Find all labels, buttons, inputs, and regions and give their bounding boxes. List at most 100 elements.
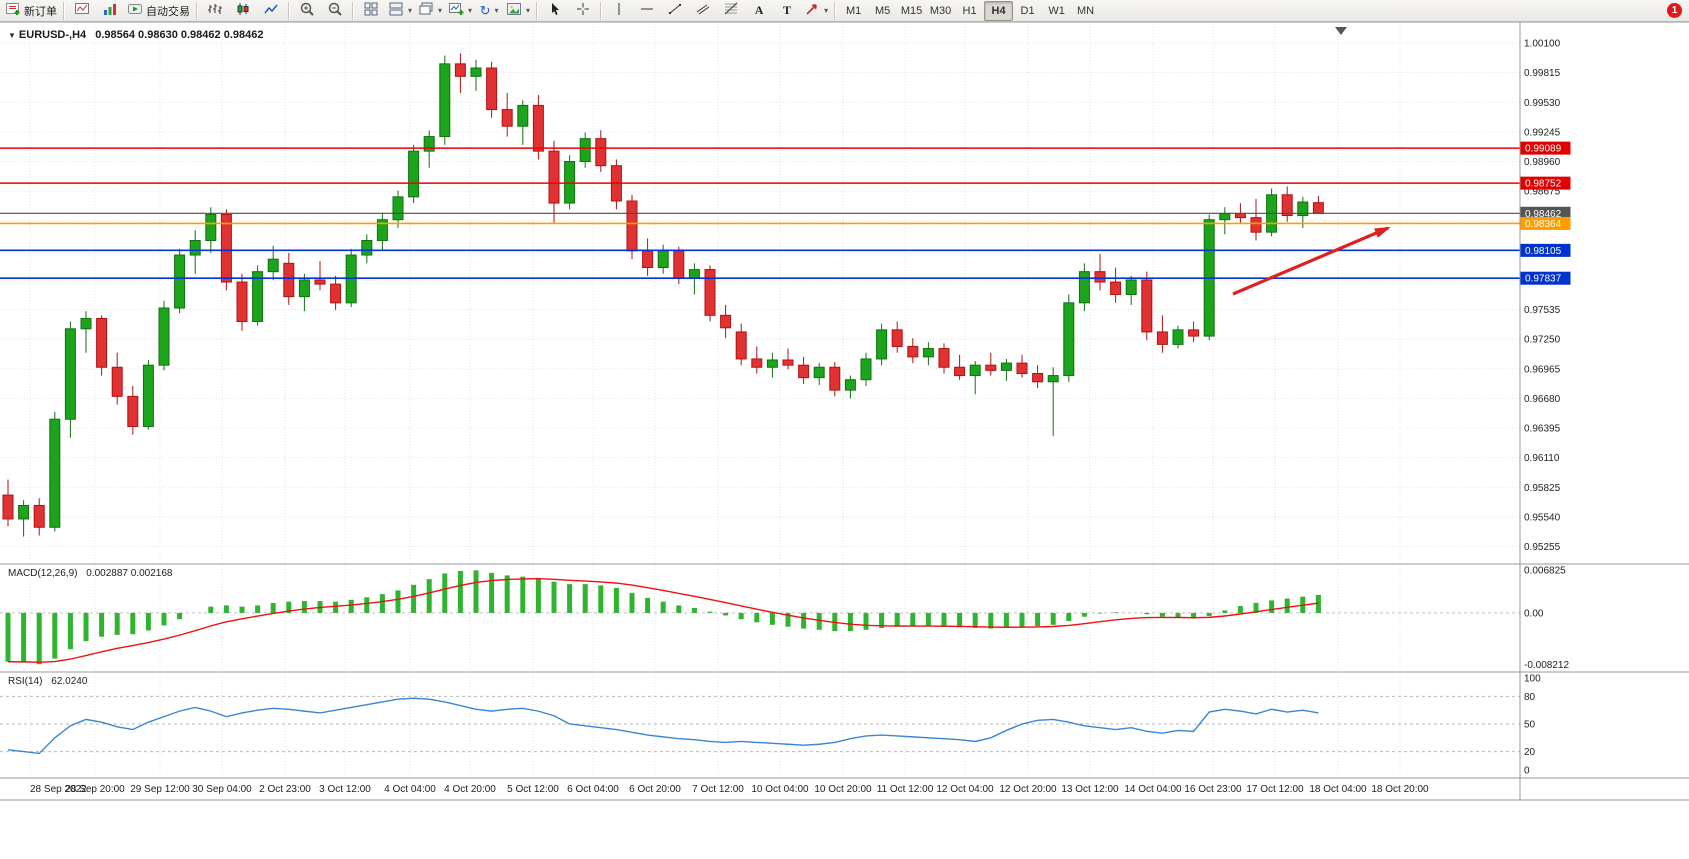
price-axis[interactable] (1520, 22, 1689, 800)
tab-timeframe-D1[interactable]: D1 (1020, 4, 1035, 17)
candle-body (673, 250, 685, 279)
price-axis-label: 0.96110 (1524, 453, 1560, 464)
candle-body (1188, 329, 1200, 337)
notification-badge[interactable]: 1 (1667, 3, 1682, 18)
trendline-button[interactable] (661, 0, 689, 22)
symbol-dropdown-icon: ▼ (8, 31, 16, 40)
candle-body (1110, 281, 1122, 296)
text-tool-icon: A (754, 3, 764, 17)
time-axis-label: 14 Oct 04:00 (1124, 784, 1182, 795)
arrow-tool-button[interactable]: ▾ (801, 0, 831, 22)
candle-body (205, 214, 217, 241)
candle-body (1016, 362, 1028, 374)
tab-timeframe-H4[interactable]: H4 (984, 0, 1014, 21)
horizontal-line-icon (639, 1, 655, 20)
chevron-down-icon: ▾ (526, 6, 531, 15)
crosshair-button[interactable] (569, 0, 597, 22)
price-axis-label: 0.97250 (1524, 335, 1561, 346)
candle-body (408, 150, 420, 198)
price-axis-label: 0.95825 (1524, 483, 1561, 494)
chevron-down-icon: ▾ (468, 6, 473, 15)
macd-label: MACD(12,26,9) (8, 568, 78, 579)
tab-timeframe-H1[interactable]: H1 (962, 4, 977, 17)
tile-horizontal-icon (388, 1, 404, 20)
zoom-in-icon (299, 1, 315, 20)
candle-body (1094, 271, 1106, 283)
tab-timeframe-M1[interactable]: M1 (845, 4, 862, 17)
tab-timeframe-W1[interactable]: W1 (1048, 4, 1065, 17)
channel-icon (695, 1, 711, 20)
candle-body (1063, 302, 1075, 377)
tab-timeframe-MN[interactable]: MN (1077, 4, 1095, 17)
charts-button[interactable] (68, 0, 96, 22)
time-axis-label: 17 Oct 12:00 (1246, 784, 1304, 795)
line-chart-button[interactable] (257, 0, 285, 22)
candle-body (860, 358, 872, 381)
chart-window[interactable]: 28 Sep 202228 Sep 20:00 29 Sep 12:0030 Se… (0, 21, 1689, 859)
profiles-button[interactable] (96, 0, 124, 22)
fibonacci-icon (723, 1, 739, 20)
candle-body (985, 364, 997, 371)
time-axis-label: 11 Oct 12:00 (877, 784, 934, 795)
price-axis-label: 0.98960 (1524, 157, 1561, 168)
time-axis-label: 18 Oct 04:00 (1309, 784, 1367, 795)
price-badge (1520, 206, 1571, 220)
price-badge-label: 0.98752 (1525, 179, 1562, 190)
label-tool-button[interactable]: T (773, 0, 801, 22)
candle-body (486, 67, 498, 111)
tile-windows-button[interactable] (357, 0, 385, 22)
rsi-axis-label: 50 (1524, 720, 1536, 731)
autotrading-button[interactable]: 自动交易 (124, 0, 193, 22)
ohlc-bars-icon (207, 1, 223, 20)
zoom-out-button[interactable] (321, 0, 349, 22)
price-axis-label: 0.99530 (1524, 98, 1561, 109)
candle-body (564, 161, 576, 204)
crosshair-icon (575, 1, 591, 20)
candle-body (938, 348, 950, 368)
candle-body (470, 67, 482, 77)
time-axis-label: 28 Sep 20:00 (65, 784, 125, 795)
candle-body (127, 395, 139, 427)
tab-timeframe-M15[interactable]: M15 (900, 4, 923, 17)
tab-timeframe-M5[interactable]: M5 (874, 4, 891, 17)
vertical-line-button[interactable] (605, 0, 633, 22)
new-order-button[interactable]: 新订单 (2, 0, 60, 22)
time-axis-label: 16 Oct 23:00 (1184, 784, 1242, 795)
autotrading-icon (127, 1, 143, 20)
new-chart-button[interactable]: ▾ (445, 0, 475, 22)
period-cycle-button[interactable]: ↻ ▾ (475, 0, 503, 22)
text-tool-button[interactable]: A (745, 0, 773, 22)
candle-body (174, 254, 186, 309)
cascade-windows-button[interactable]: ▾ (415, 0, 445, 22)
candle-body (969, 364, 981, 377)
time-axis-label: 5 Oct 12:00 (507, 784, 559, 795)
chevron-down-icon: ▾ (408, 6, 413, 15)
toolbar-separator (288, 1, 290, 20)
macd-axis-label: -0.008212 (1524, 660, 1569, 671)
tab-timeframe-M30[interactable]: M30 (929, 4, 952, 17)
tile-horizontal-button[interactable]: ▾ (385, 0, 415, 22)
candlestick-button[interactable] (229, 0, 257, 22)
chart-shift-marker[interactable] (1335, 27, 1347, 35)
price-badge (1520, 176, 1571, 190)
horizontal-line-button[interactable] (633, 0, 661, 22)
time-axis-label: 6 Oct 20:00 (629, 784, 681, 795)
candle-body (657, 250, 669, 269)
time-axis[interactable] (0, 778, 1520, 800)
zoom-in-button[interactable] (293, 0, 321, 22)
candle-body (1032, 372, 1044, 383)
channel-button[interactable] (689, 0, 717, 22)
vertical-line-icon (611, 1, 627, 20)
trend-arrow-line[interactable] (1232, 226, 1389, 296)
template-button[interactable]: ▾ (503, 0, 533, 22)
candle-body (1156, 331, 1168, 345)
new-order-label: 新订单 (24, 5, 57, 18)
bar-chart-button[interactable] (201, 0, 229, 22)
fibonacci-button[interactable] (717, 0, 745, 22)
cursor-button[interactable] (541, 0, 569, 22)
candle-body (80, 317, 92, 330)
price-badge-label: 0.97837 (1525, 274, 1562, 285)
chart-symbol-period: EURUSD-,H4 (18, 29, 87, 41)
price-badge (1520, 216, 1571, 230)
